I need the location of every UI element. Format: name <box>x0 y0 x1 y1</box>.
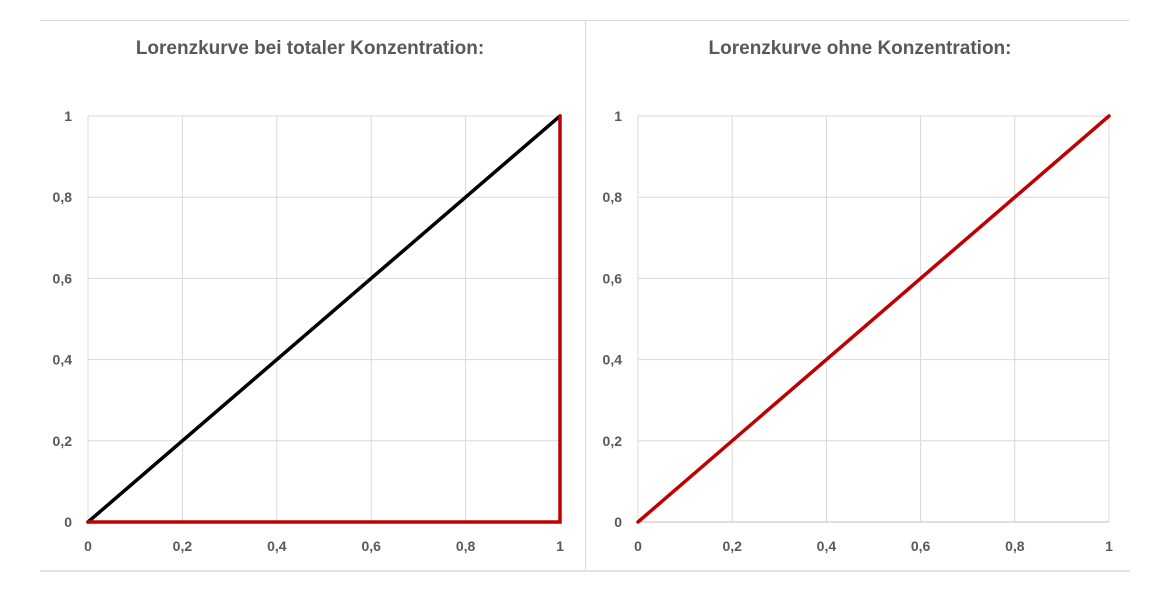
chart-title: Lorenzkurve bei totaler Konzentration: <box>136 38 484 59</box>
series-line-1 <box>636 114 1111 524</box>
y-tick-label: 0,6 <box>603 270 623 286</box>
y-tick-label: 0 <box>614 514 622 530</box>
x-tick-label: 0,4 <box>817 538 837 554</box>
y-tick-label: 0,4 <box>603 352 623 368</box>
x-tick-label: 0 <box>634 538 642 554</box>
x-tick-label: 0,6 <box>361 538 381 554</box>
y-tick-label: 1 <box>64 108 72 124</box>
y-tick-label: 0,2 <box>53 433 73 449</box>
chart-no-concentration: Lorenzkurve ohne Konzentration: 0 0,2 0,4 0,… <box>603 38 1114 554</box>
bottom-border <box>40 570 1130 572</box>
y-tick-label: 0,6 <box>53 270 73 286</box>
y-tick-label: 0 <box>64 514 72 530</box>
y-tick-label: 0,8 <box>603 189 623 205</box>
chart-title: Lorenzkurve ohne Konzentration: <box>709 38 1012 59</box>
x-tick-label: 0,2 <box>173 538 193 554</box>
series-line-1 <box>86 114 562 524</box>
x-tick-label: 0,8 <box>1005 538 1025 554</box>
x-tick-label: 0,8 <box>456 538 476 554</box>
x-tick-label: 0,4 <box>267 538 287 554</box>
x-tick-label: 1 <box>1105 538 1113 554</box>
y-tick-label: 0,2 <box>603 433 623 449</box>
panel-divider <box>585 20 586 570</box>
x-tick-label: 0 <box>84 538 92 554</box>
chart-total-concentration: Lorenzkurve bei totaler Konzentration:0 0… <box>53 38 565 554</box>
y-tick-label: 0,4 <box>53 352 73 368</box>
y-tick-label: 0,8 <box>53 189 73 205</box>
x-tick-label: 1 <box>556 538 564 554</box>
series-line-2 <box>86 114 562 524</box>
x-tick-label: 0,2 <box>722 538 742 554</box>
x-tick-label: 0,6 <box>911 538 931 554</box>
y-tick-label: 1 <box>614 108 622 124</box>
